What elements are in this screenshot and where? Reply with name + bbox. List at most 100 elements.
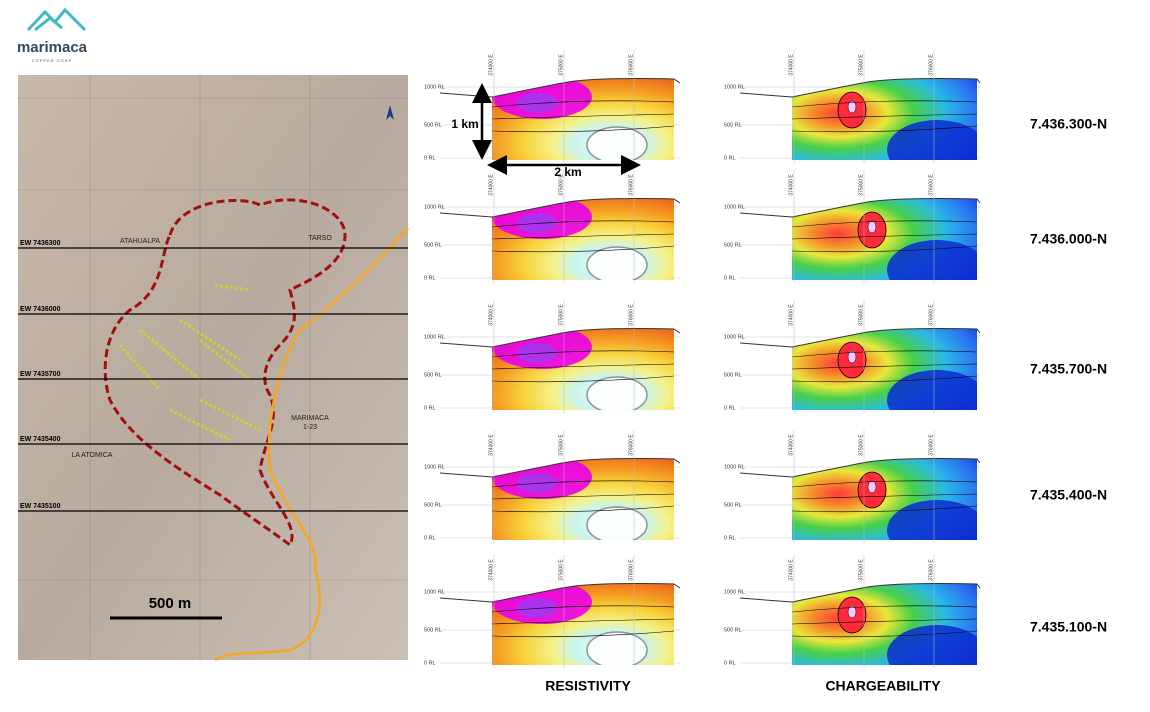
section-body: [492, 458, 674, 540]
logo-tagline: COPPER CORP: [32, 58, 73, 63]
low: [887, 120, 977, 160]
rl-label: 0 RL: [424, 535, 436, 541]
easting-label: 376000 E: [628, 304, 634, 326]
northing-label: 7.435.100-N: [1030, 619, 1107, 635]
easting-label: 376000 E: [628, 54, 634, 76]
column-heading: CHARGEABILITY: [825, 678, 941, 694]
project-outline: [103, 198, 347, 548]
topography: [739, 328, 981, 348]
place-label: ATAHUALPA: [120, 238, 160, 245]
easting-label: 374000 E: [488, 174, 494, 196]
contour: [492, 100, 674, 108]
anomaly-core: [847, 605, 857, 619]
resistivity-section: 1000 RL 500 RL 0 RL 374000 E 375000 E 376000 …: [424, 170, 681, 283]
contour: [792, 605, 977, 613]
high-core: [517, 343, 557, 363]
rl-label: 0 RL: [424, 405, 436, 411]
section-body: [792, 583, 977, 665]
vertical-scale-label: 1 km: [451, 117, 478, 131]
northing-label: 7.436.300-N: [1030, 116, 1107, 132]
contour: [792, 480, 977, 488]
low: [887, 625, 977, 665]
rl-label: 1000 RL: [424, 334, 445, 340]
easting-label: 374000 E: [488, 559, 494, 581]
rl-label: 500 RL: [724, 122, 742, 128]
easting-label: 376000 E: [628, 559, 634, 581]
horizontal-scale-label: 2 km: [554, 165, 581, 179]
topography: [439, 583, 681, 603]
easting-label: 376000 E: [928, 174, 934, 196]
rl-label: 1000 RL: [724, 84, 745, 90]
chargeability-section: 1000 RL 500 RL 0 RL 374000 E 375000 E 376000 …: [724, 300, 981, 413]
logo: marimaca COPPER CORP: [17, 7, 88, 63]
northing-label: 7.435.400-N: [1030, 487, 1107, 503]
rl-label: 500 RL: [724, 242, 742, 248]
easting-label: 376000 E: [628, 434, 634, 456]
section-body: [492, 328, 674, 410]
topography: [439, 78, 681, 98]
section-body: [792, 328, 977, 410]
contour: [492, 350, 674, 358]
chargeability-section: 1000 RL 500 RL 0 RL 374000 E 375000 E 376000 …: [724, 50, 981, 163]
contour: [492, 220, 674, 228]
easting-label: 375000 E: [558, 559, 564, 581]
low: [887, 370, 977, 410]
rl-label: 0 RL: [724, 275, 736, 281]
contour: [492, 233, 674, 240]
rl-label: 0 RL: [724, 405, 736, 411]
rl-label: 0 RL: [424, 275, 436, 281]
map-grid: [18, 75, 408, 660]
rl-label: 0 RL: [424, 660, 436, 666]
contour: [492, 630, 674, 638]
map-image: [18, 75, 408, 660]
section-body: [792, 198, 977, 280]
section-line-label: EW 7436300: [20, 240, 61, 247]
rl-label: 500 RL: [724, 627, 742, 633]
section-body: [492, 583, 674, 665]
rl-label: 1000 RL: [424, 589, 445, 595]
contour: [492, 605, 674, 613]
contour: [792, 233, 977, 240]
contour: [792, 220, 977, 228]
contour: [492, 125, 674, 133]
easting-label: 374000 E: [788, 304, 794, 326]
low: [887, 240, 977, 280]
drillholes: [118, 283, 261, 442]
rl-label: 0 RL: [424, 155, 436, 161]
easting-label: 375000 E: [858, 174, 864, 196]
place-label: MARIMACA 1-23: [291, 415, 329, 431]
contour: [792, 505, 977, 513]
low: [586, 126, 648, 160]
rl-label: 500 RL: [724, 372, 742, 378]
anomaly-core: [847, 350, 857, 364]
resistivity-section: 1000 RL 500 RL 0 RL 374000 E 375000 E 376000 …: [424, 300, 681, 413]
section-line-label: EW 7435700: [20, 371, 61, 378]
topography: [439, 458, 681, 478]
rl-label: 500 RL: [724, 502, 742, 508]
contour: [792, 113, 977, 120]
resistivity-section: 1000 RL 500 RL 0 RL 374000 E 375000 E 376000 …: [424, 555, 681, 668]
easting-label: 375000 E: [558, 434, 564, 456]
contour: [492, 375, 674, 383]
anomaly-core: [867, 480, 877, 494]
easting-label: 374000 E: [788, 174, 794, 196]
section-body: [492, 198, 674, 280]
logo-name: marimaca: [17, 39, 88, 56]
rl-label: 1000 RL: [724, 204, 745, 210]
easting-label: 376000 E: [928, 304, 934, 326]
easting-label: 374000 E: [488, 434, 494, 456]
rl-label: 1000 RL: [724, 334, 745, 340]
place-label: LA ATOMICA: [72, 452, 113, 459]
logo-mark: [26, 7, 87, 32]
section-body: [792, 78, 977, 160]
low: [586, 506, 648, 540]
anomaly-core: [867, 220, 877, 234]
easting-label: 375000 E: [858, 54, 864, 76]
contour: [792, 618, 977, 625]
section-body: [492, 78, 674, 160]
contour: [792, 245, 977, 253]
easting-label: 374000 E: [788, 559, 794, 581]
easting-label: 375000 E: [558, 54, 564, 76]
contour: [792, 350, 977, 358]
resistivity-section: 1000 RL 500 RL 0 RL 374000 E 375000 E 376000 …: [424, 430, 681, 543]
